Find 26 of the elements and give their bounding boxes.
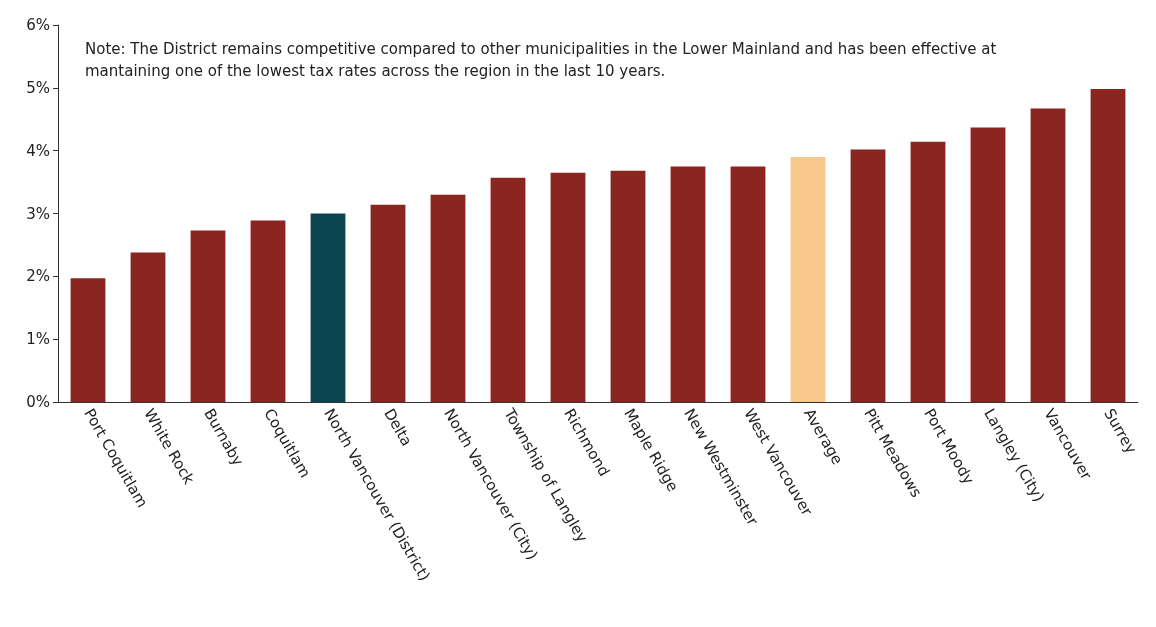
y-tick-label: 3%	[26, 204, 50, 223]
bar	[1090, 89, 1126, 402]
bar	[490, 177, 526, 402]
bar	[730, 166, 766, 402]
bar	[910, 141, 946, 402]
bar	[790, 156, 826, 402]
y-tick-label: 1%	[26, 330, 50, 349]
bar	[250, 220, 286, 402]
bar	[370, 204, 406, 402]
y-tick-label: 2%	[26, 267, 50, 286]
bar	[850, 149, 886, 402]
bar	[190, 230, 226, 402]
bar	[130, 252, 166, 402]
y-tick-label: 0%	[26, 393, 50, 411]
y-tick-label: 4%	[26, 141, 50, 160]
bar	[550, 172, 586, 402]
annotation: Note: The District remains competitive compared to other municipalities in the Lower Mainland and has been effective at mantaining one of the lowest tax rates across the region in the last 10 years.	[85, 40, 1002, 80]
bar	[310, 213, 346, 402]
bar	[670, 166, 706, 402]
y-tick-label: 6%	[26, 16, 50, 34]
y-tick-label: 5%	[26, 78, 50, 97]
bar	[610, 170, 646, 402]
bar	[1030, 108, 1066, 402]
bar	[70, 278, 106, 402]
bar	[970, 127, 1006, 402]
bar	[430, 194, 466, 402]
